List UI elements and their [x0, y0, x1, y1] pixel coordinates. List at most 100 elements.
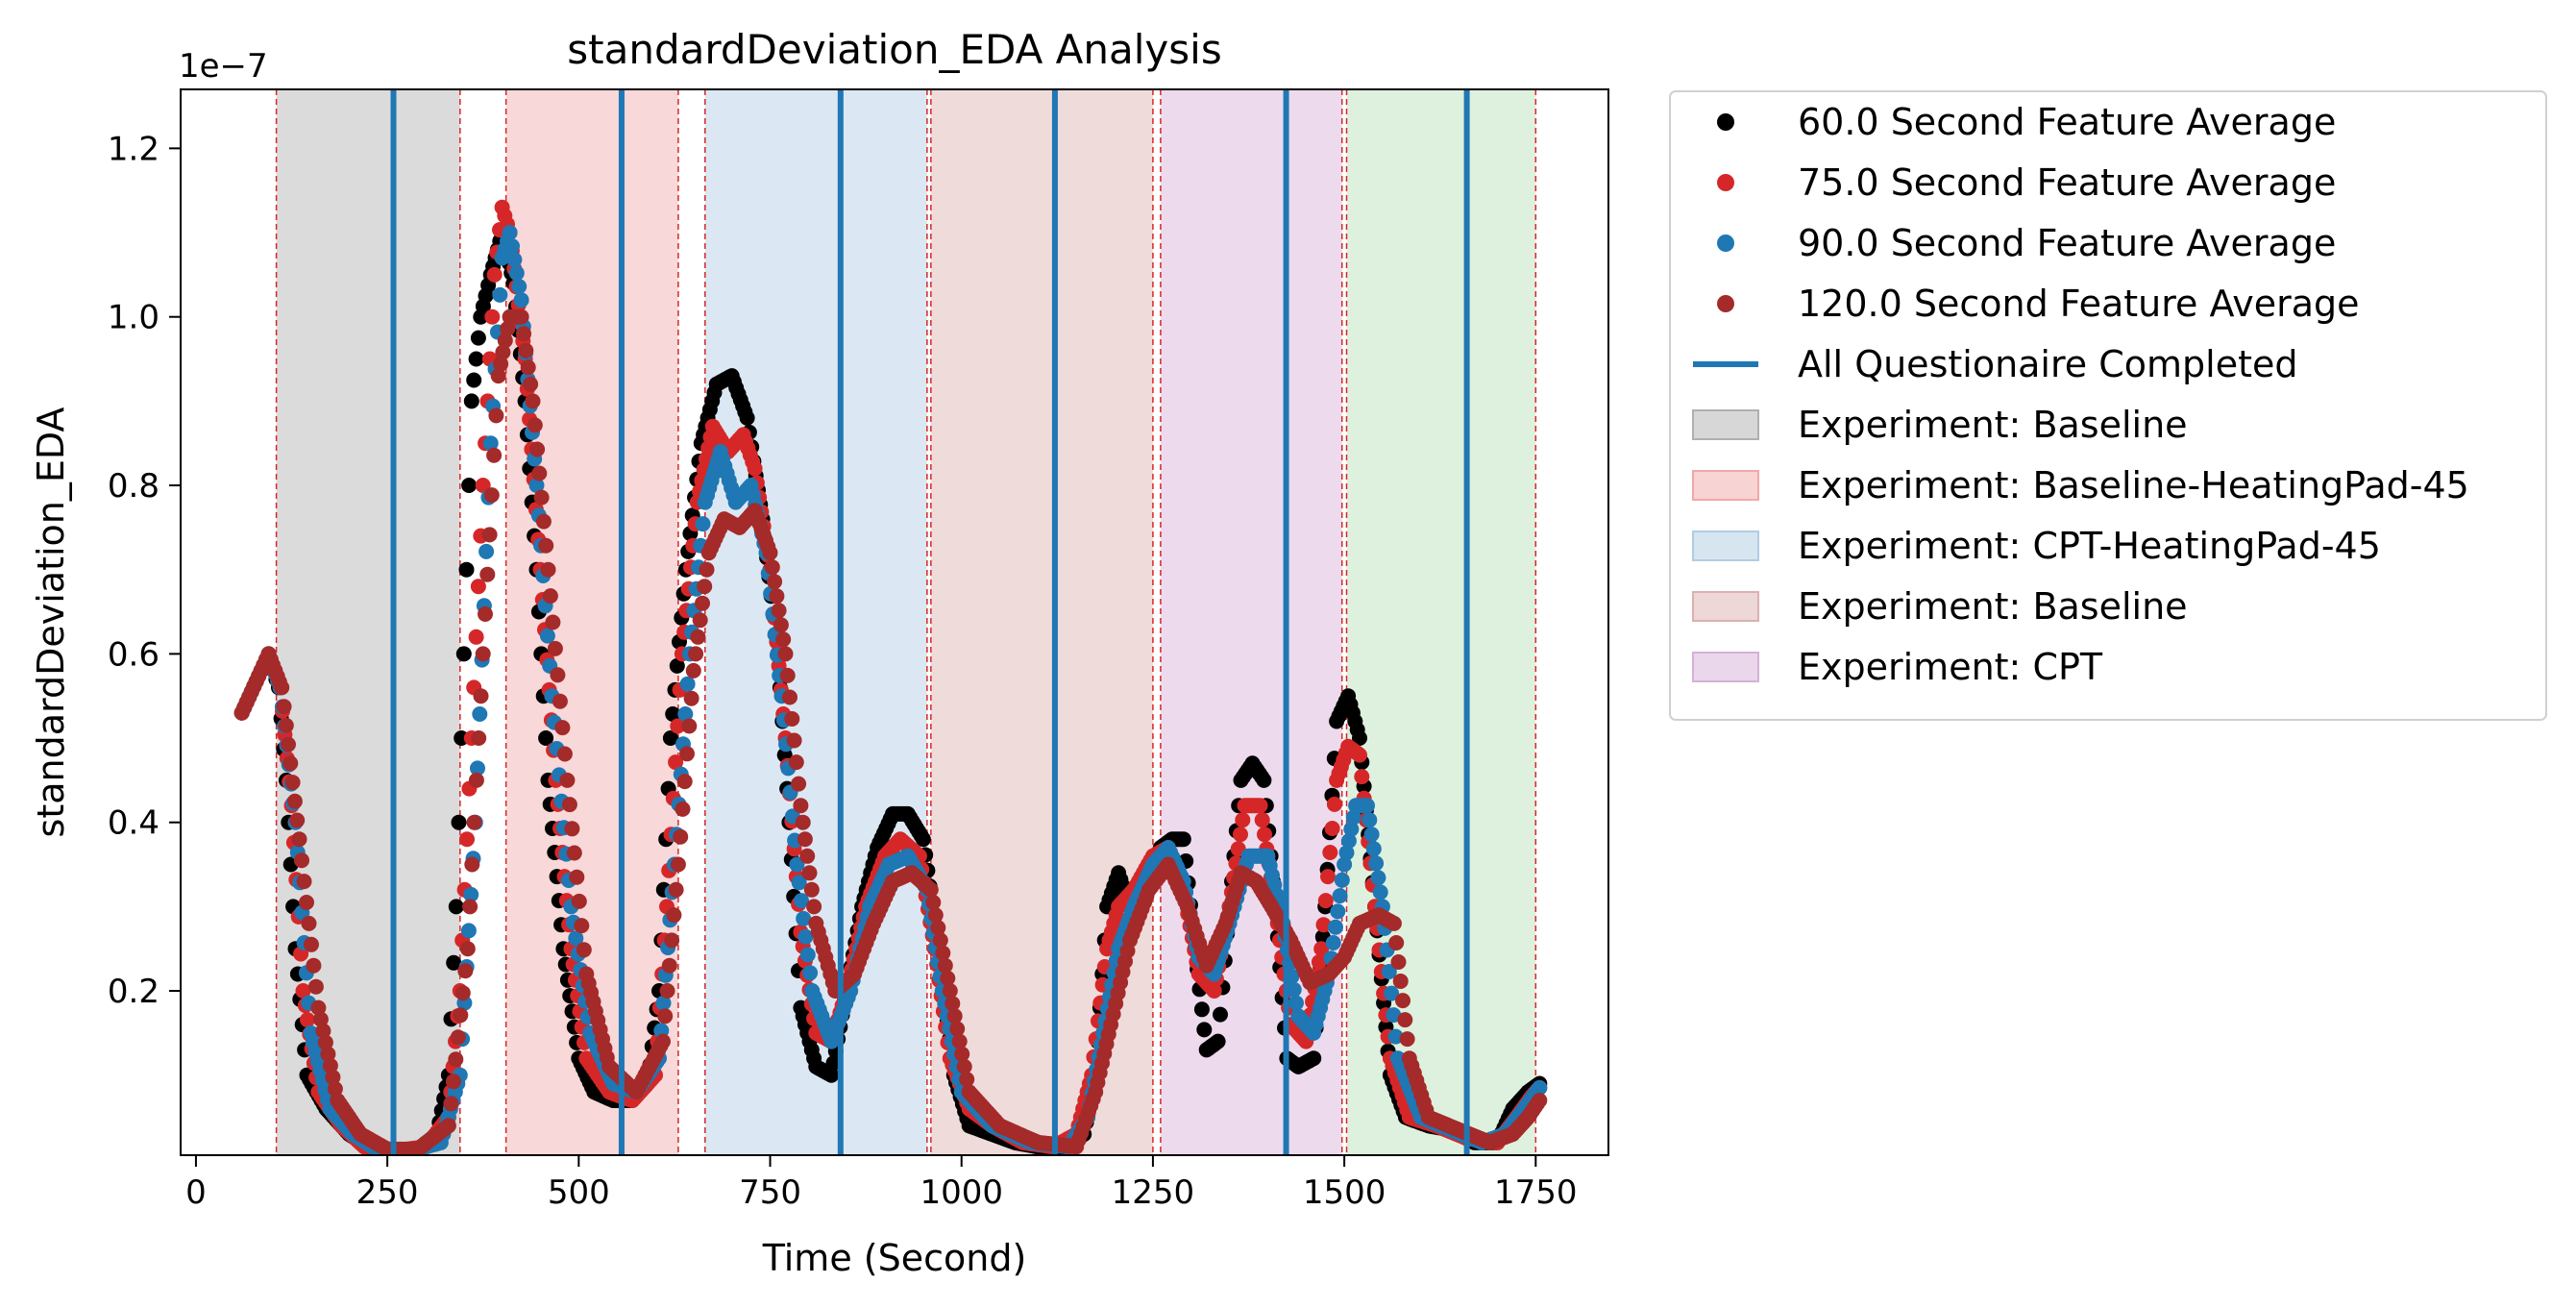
x-tick-label: 1500	[1303, 1173, 1386, 1212]
data-point	[320, 1046, 336, 1062]
y-tick-label: 0.6	[108, 635, 159, 674]
data-point	[490, 368, 506, 384]
data-point	[325, 1069, 341, 1085]
legend-marker	[1717, 113, 1734, 131]
data-point	[547, 640, 563, 656]
data-point	[946, 1008, 963, 1024]
x-tick-label: 750	[739, 1173, 801, 1212]
data-point	[470, 579, 486, 595]
legend-label: All Questionaire Completed	[1798, 343, 2298, 385]
data-point	[453, 1007, 469, 1024]
data-point	[566, 845, 582, 861]
data-point	[1334, 872, 1350, 888]
series-3	[233, 308, 1548, 1155]
data-point	[669, 657, 685, 674]
data-point	[1395, 993, 1411, 1009]
data-point	[949, 1021, 966, 1037]
data-point	[1210, 1033, 1226, 1049]
data-point	[475, 646, 491, 662]
legend-entry: 90.0 Second Feature Average	[1717, 222, 2336, 264]
data-point	[695, 516, 711, 532]
data-point	[528, 478, 545, 493]
data-point	[539, 628, 555, 644]
data-point	[473, 688, 489, 704]
data-point	[786, 732, 802, 749]
data-point	[554, 720, 571, 736]
data-point	[306, 957, 322, 974]
data-point	[455, 646, 472, 662]
legend-marker	[1717, 234, 1734, 252]
data-point	[300, 1012, 315, 1028]
data-point	[284, 775, 301, 791]
data-point	[655, 995, 672, 1011]
legend-label: Experiment: CPT-HeatingPad-45	[1798, 525, 2381, 567]
data-point	[1384, 985, 1400, 1001]
data-point	[450, 1029, 466, 1046]
data-point	[795, 814, 811, 830]
data-point	[470, 760, 485, 777]
legend-marker	[1717, 295, 1734, 312]
data-point	[937, 957, 953, 974]
data-point	[1254, 812, 1270, 828]
data-point	[461, 478, 478, 493]
data-point	[823, 1067, 840, 1083]
data-point	[915, 831, 931, 848]
data-point	[679, 676, 696, 692]
legend-entry: 120.0 Second Feature Average	[1717, 283, 2360, 325]
data-point	[1381, 964, 1397, 979]
data-point	[486, 266, 503, 283]
data-point	[1343, 821, 1360, 837]
data-point	[535, 513, 552, 530]
legend-label: 90.0 Second Feature Average	[1798, 222, 2336, 264]
data-point	[661, 957, 677, 974]
data-point	[677, 706, 694, 722]
data-point	[791, 776, 807, 792]
data-point	[666, 907, 682, 924]
data-point	[307, 978, 324, 995]
data-point	[927, 907, 944, 924]
data-point	[1392, 974, 1409, 989]
data-point	[777, 646, 794, 662]
data-point	[922, 881, 939, 898]
data-point	[286, 793, 303, 809]
data-point	[664, 932, 680, 949]
data-point	[1175, 831, 1191, 848]
data-point	[769, 588, 785, 605]
data-point	[659, 983, 675, 999]
data-point	[697, 579, 713, 595]
legend-box	[1669, 90, 2547, 721]
legend-marker	[1692, 652, 1759, 682]
data-point	[470, 330, 486, 346]
data-point	[502, 225, 518, 240]
y-axis: 0.2 0.4 0.6 0.8 1.0 1.2	[108, 130, 181, 1011]
data-point	[464, 856, 480, 873]
data-point	[662, 730, 678, 746]
x-tick-label: 1750	[1494, 1173, 1578, 1212]
data-point	[930, 920, 946, 936]
x-axis: 0 250 500 750 1000 1250 1500 1750	[185, 1155, 1578, 1212]
data-point	[523, 376, 539, 392]
data-point	[281, 736, 296, 753]
data-point	[463, 393, 479, 409]
data-point	[775, 631, 792, 648]
data-point	[1352, 747, 1367, 763]
legend-entry: 60.0 Second Feature Average	[1717, 101, 2336, 143]
data-point	[801, 865, 818, 881]
data-point	[1532, 1093, 1548, 1108]
data-point	[1315, 917, 1332, 933]
data-point	[1387, 1028, 1404, 1045]
data-point	[799, 848, 816, 864]
data-point	[679, 746, 695, 762]
data-point	[1193, 1001, 1210, 1018]
data-point	[1337, 856, 1353, 873]
data-point	[793, 798, 809, 814]
data-point	[556, 746, 573, 762]
data-point	[322, 1057, 338, 1074]
data-point	[1306, 1050, 1322, 1067]
data-point	[1372, 884, 1388, 901]
data-point	[1370, 870, 1386, 886]
data-point	[925, 895, 942, 910]
data-point	[479, 566, 496, 582]
data-point	[655, 1033, 671, 1049]
data-points	[233, 199, 1548, 1155]
